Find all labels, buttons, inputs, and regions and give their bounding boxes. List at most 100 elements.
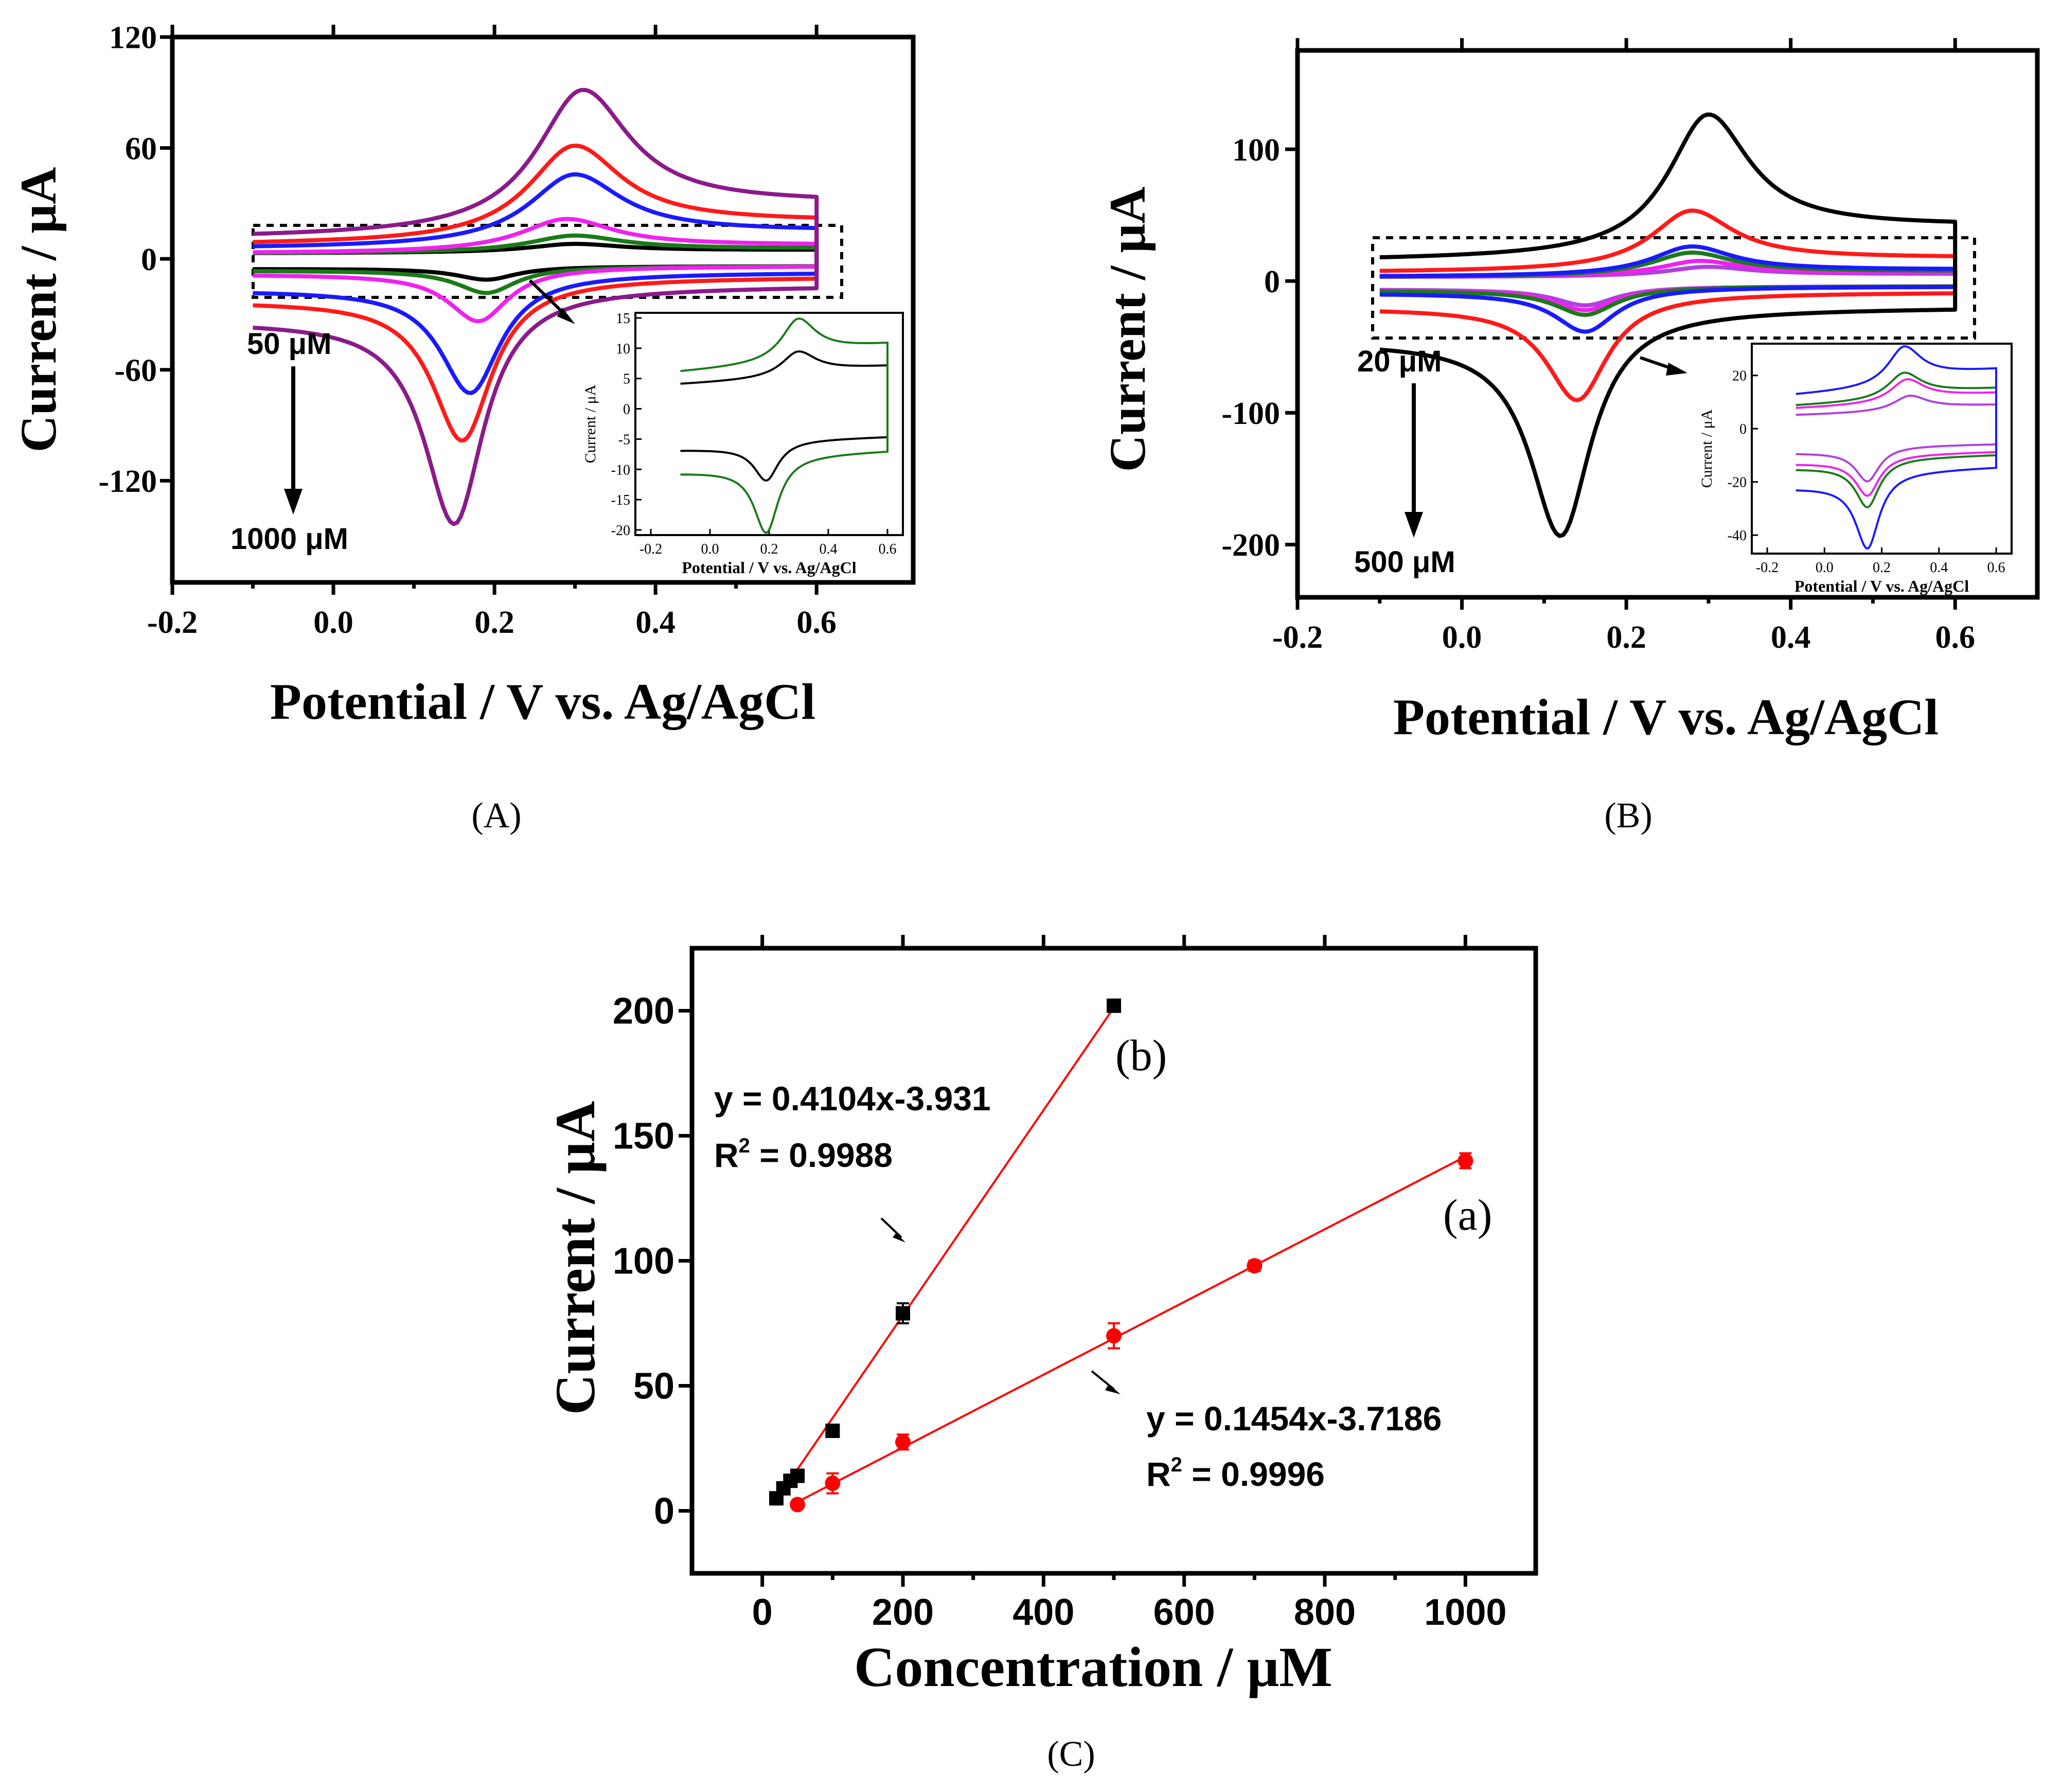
- inset-cv-curve: [680, 317, 889, 534]
- y-tick-label: 200: [613, 991, 674, 1032]
- data-point-a: [1458, 1153, 1473, 1169]
- data-point-b: [896, 1306, 910, 1321]
- data-point-a: [1106, 1328, 1122, 1344]
- data-point-a: [1247, 1258, 1263, 1274]
- y-tick-label: 50: [633, 1366, 674, 1407]
- inset-y-tick-label: 5: [623, 371, 630, 387]
- panel-b-zoom-box: [1371, 236, 1976, 340]
- inset-x-tick-label: 0.4: [1930, 560, 1948, 576]
- x-tick-label: 800: [1294, 1592, 1356, 1633]
- x-tick-label: 0.0: [313, 605, 353, 640]
- series-b-arrow: [880, 1217, 902, 1238]
- panel-b-x-axis-title: Potential / V vs. Ag/AgCl: [1393, 688, 1939, 746]
- r2-prefix: R: [1146, 1455, 1171, 1493]
- inset-y-axis-title: Current / μA: [582, 384, 599, 463]
- cv-curve: [1379, 112, 1958, 538]
- y-tick-label: 60: [125, 131, 157, 166]
- data-point-b: [790, 1468, 805, 1483]
- inset-y-axis-title: Current / μA: [1698, 409, 1715, 488]
- panel-c-label: (C): [1047, 1734, 1095, 1774]
- inset-y-tick-label: 0: [623, 402, 630, 418]
- y-tick-label: -60: [114, 353, 157, 388]
- panel-a-curves: [253, 87, 819, 526]
- y-tick-label: 150: [613, 1116, 674, 1157]
- inset-x-tick-label: -0.2: [639, 541, 662, 557]
- data-point-b: [825, 1423, 840, 1438]
- y-tick-label: -200: [1221, 528, 1280, 563]
- series-a-r2: R2 = 0.9996: [1146, 1453, 1325, 1493]
- panel-a-zoom-box: [252, 224, 843, 299]
- inset-x-tick-label: 0.6: [1987, 560, 2005, 576]
- y-tick-label: 120: [109, 21, 157, 56]
- inset-x-tick-label: 0.0: [701, 541, 719, 557]
- r2-value: = 0.9996: [1182, 1455, 1325, 1493]
- inset-x-axis-title: Potential / V vs. Ag/AgCl: [1795, 577, 1969, 595]
- x-tick-label: -0.2: [147, 605, 198, 640]
- panel-b-y-axis-title: Current / μA: [1099, 187, 1156, 472]
- y-tick-label: 0: [141, 242, 157, 277]
- panel-a-end-label: 1000 μM: [230, 522, 348, 556]
- inset-y-tick-label: 20: [1732, 368, 1747, 384]
- series-b-label: (b): [1115, 1031, 1167, 1080]
- series-b-arrowhead: [893, 1233, 905, 1243]
- data-point-a: [895, 1434, 911, 1450]
- inset-y-tick-label: -15: [611, 492, 630, 508]
- panel-a-start-label: 50 μM: [247, 327, 331, 361]
- x-tick-label: -0.2: [1272, 620, 1323, 655]
- panel-c-x-axis-title: Concentration / μM: [854, 1636, 1332, 1698]
- panel-b-plot-frame: [1295, 48, 2040, 600]
- inset-x-tick-label: 0.2: [1873, 560, 1891, 576]
- x-tick-label: 0.0: [1442, 620, 1482, 655]
- r2-value: = 0.9988: [750, 1136, 893, 1174]
- panel-a-trend-arrowhead: [284, 489, 303, 514]
- fit-line: [775, 1007, 1115, 1501]
- series-b-equation: y = 0.4104x-3.931: [714, 1079, 991, 1117]
- cv-curve: [1379, 250, 1958, 317]
- inset-x-tick-label: 0.4: [820, 541, 838, 557]
- y-tick-label: 100: [613, 1241, 674, 1282]
- x-tick-label: 600: [1153, 1592, 1215, 1633]
- inset-y-tick-label: -10: [611, 462, 630, 478]
- panel-c: 0 200 400 600 800 1000 0 50 100 150 200 (b) y = 0.4…: [544, 935, 1538, 1774]
- r2-prefix: R: [714, 1136, 739, 1174]
- x-tick-label: 0.4: [635, 605, 676, 640]
- series-a-label: (a): [1443, 1190, 1492, 1239]
- x-tick-label: 200: [872, 1592, 934, 1633]
- inset-y-tick-label: 0: [1739, 421, 1747, 437]
- x-tick-label: 0.4: [1771, 620, 1811, 655]
- inset-y-tick-label: 15: [616, 311, 630, 327]
- r2-superscript: 2: [739, 1134, 750, 1157]
- panel-a-y-axis-title: Current / μA: [10, 167, 67, 453]
- panel-c-plot-frame: [689, 946, 1538, 1576]
- data-point-a: [825, 1476, 841, 1492]
- inset-x-tick-label: 0.0: [1816, 560, 1834, 576]
- panel-a-axes: -0.2 0.0 0.2 0.4 0.6 120 60 0 -60 -120: [98, 21, 837, 640]
- x-tick-label: 0.6: [796, 605, 837, 640]
- cv-curve: [253, 87, 819, 526]
- inset-cv-curve: [1796, 345, 1997, 550]
- panel-b-trend-arrowhead: [1405, 512, 1423, 538]
- y-tick-label: -100: [1221, 396, 1280, 431]
- r2-superscript: 2: [1171, 1453, 1182, 1476]
- inset-x-tick-label: 0.2: [760, 541, 778, 557]
- series-b-r2: R2 = 0.9988: [714, 1134, 893, 1174]
- inset-y-tick-label: -5: [618, 432, 630, 448]
- x-tick-label: 0: [752, 1592, 773, 1633]
- x-tick-label: 400: [1012, 1592, 1074, 1633]
- panel-b-label: (B): [1604, 796, 1652, 836]
- y-tick-label: 0: [1264, 264, 1280, 299]
- inset-x-tick-label: -0.2: [1756, 560, 1779, 576]
- data-point-b: [1107, 998, 1121, 1013]
- inset-y-tick-label: -40: [1728, 528, 1747, 544]
- panel-a-inset-arrowhead: [557, 308, 575, 324]
- panel-b-curves: [1379, 112, 1958, 538]
- y-tick-label: 0: [654, 1491, 674, 1532]
- inset-y-tick-label: -20: [611, 523, 630, 539]
- panel-c-axes: 0 200 400 600 800 1000 0 50 100 150 200: [613, 935, 1506, 1633]
- x-tick-label: 1000: [1424, 1592, 1506, 1633]
